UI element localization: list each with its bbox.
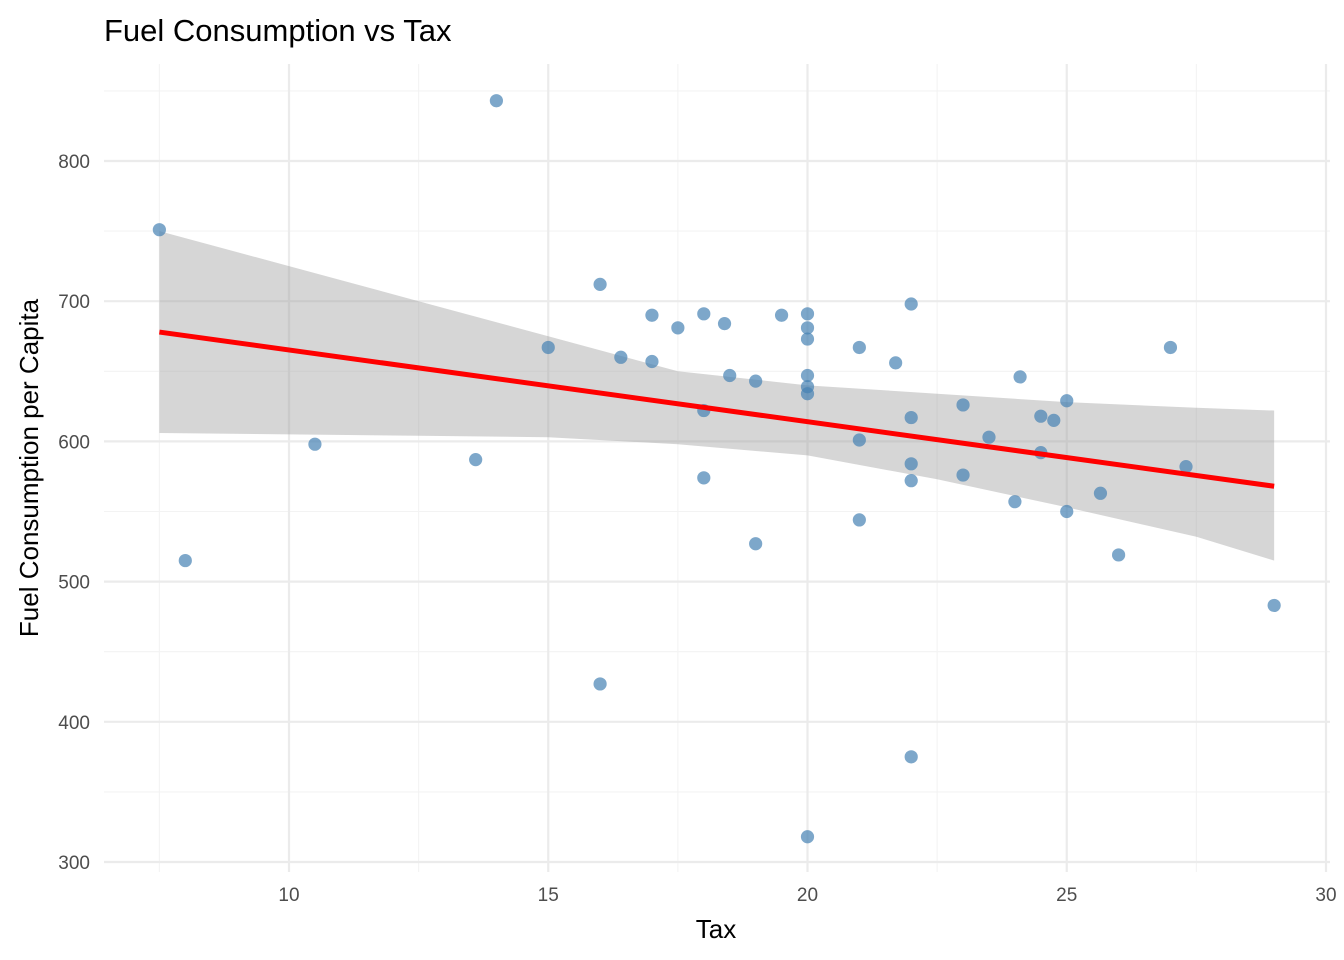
data-point — [774, 308, 789, 322]
data-point — [852, 340, 866, 355]
confidence-band — [159, 231, 1275, 561]
x-tick-label: 20 — [797, 885, 818, 906]
x-axis-ticks: 10 15 20 25 30 — [278, 885, 1336, 906]
data-point — [852, 433, 866, 447]
data-point — [800, 387, 815, 401]
data-point — [800, 307, 815, 321]
confidence-band-layer — [159, 231, 1275, 561]
data-point — [697, 471, 711, 485]
data-point — [645, 354, 659, 369]
x-tick-label: 25 — [1056, 885, 1077, 906]
data-point — [489, 94, 503, 108]
data-point — [889, 356, 903, 370]
data-point — [614, 350, 628, 364]
y-tick-label: 400 — [58, 713, 90, 734]
data-point — [800, 332, 815, 346]
data-point — [904, 457, 918, 471]
data-point — [982, 430, 996, 444]
data-point — [1112, 548, 1126, 562]
grid-lines — [104, 64, 1330, 872]
data-point — [904, 297, 918, 311]
data-point — [308, 437, 322, 451]
data-point — [723, 368, 737, 383]
data-point — [1093, 486, 1108, 500]
y-tick-label: 500 — [58, 573, 90, 594]
x-tick-label: 15 — [538, 885, 559, 906]
data-point — [1060, 504, 1074, 519]
data-point — [1267, 598, 1281, 613]
trend-line-layer — [159, 329, 1275, 489]
data-point — [671, 321, 685, 335]
data-point — [1034, 409, 1048, 423]
y-axis-ticks: 300 400 500 600 700 800 — [58, 152, 90, 874]
data-points-layer — [152, 94, 1281, 844]
data-point — [800, 368, 815, 383]
data-point — [904, 474, 918, 488]
trend-line — [159, 329, 1275, 489]
data-point — [1047, 413, 1061, 427]
y-axis-title: Fuel Consumption per Capita — [14, 298, 44, 637]
data-point — [717, 317, 732, 331]
x-tick-label: 10 — [278, 885, 299, 906]
y-tick-label: 800 — [58, 152, 90, 173]
data-point — [593, 677, 607, 691]
data-point — [852, 513, 866, 527]
x-axis-title: Tax — [696, 914, 736, 944]
data-point — [469, 453, 483, 467]
data-point — [956, 468, 970, 482]
data-point — [152, 223, 166, 237]
chart-title: Fuel Consumption vs Tax — [104, 13, 452, 48]
data-point — [904, 410, 918, 425]
data-point — [904, 750, 918, 764]
x-tick-label: 30 — [1315, 885, 1336, 906]
data-point — [1179, 460, 1193, 474]
y-tick-label: 700 — [58, 292, 90, 313]
data-point — [178, 553, 192, 568]
data-point — [1008, 495, 1022, 509]
data-point — [749, 537, 763, 551]
y-tick-label: 600 — [58, 432, 90, 453]
data-point — [697, 307, 711, 321]
y-tick-label: 300 — [58, 853, 90, 874]
data-point — [800, 321, 815, 335]
data-point — [1163, 340, 1178, 355]
data-point — [1060, 394, 1074, 408]
data-point — [1013, 370, 1027, 384]
data-point — [956, 398, 970, 412]
data-point — [593, 277, 607, 291]
data-point — [645, 308, 659, 322]
data-point — [800, 830, 815, 844]
data-point — [541, 340, 555, 355]
data-point — [749, 374, 763, 388]
